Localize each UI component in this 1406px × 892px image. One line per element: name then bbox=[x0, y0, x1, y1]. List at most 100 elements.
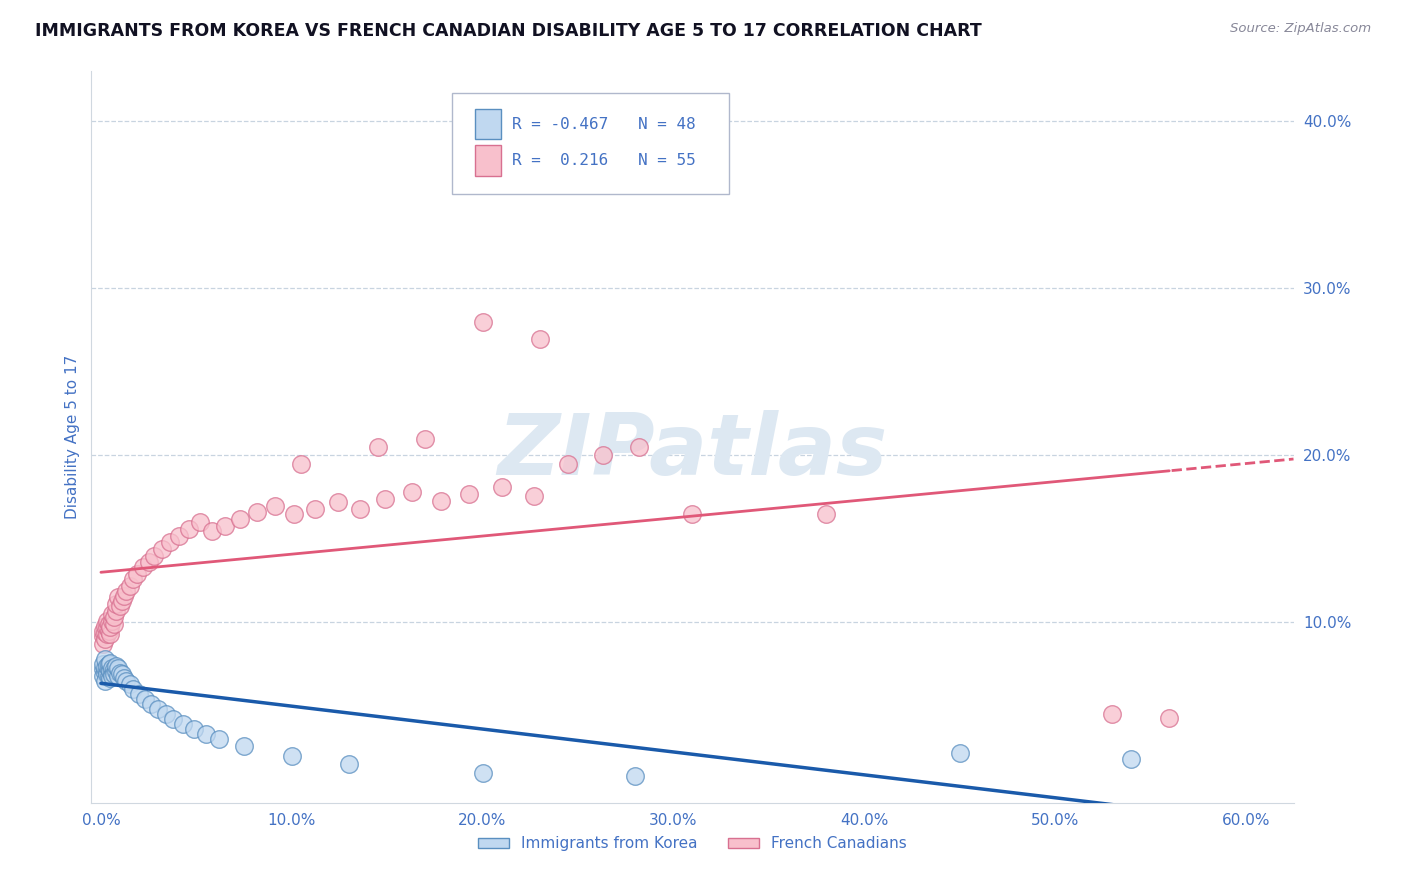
Point bbox=[93, 660, 115, 674]
Point bbox=[114, 673, 136, 688]
Text: IMMIGRANTS FROM KOREA VS FRENCH CANADIAN DISABILITY AGE 5 TO 17 CORRELATION CHAR: IMMIGRANTS FROM KOREA VS FRENCH CANADIAN… bbox=[35, 22, 981, 40]
Point bbox=[105, 604, 128, 618]
Point bbox=[188, 515, 211, 529]
Point bbox=[93, 673, 115, 688]
Point bbox=[367, 440, 389, 454]
Point bbox=[93, 632, 115, 647]
Point bbox=[304, 502, 326, 516]
Point bbox=[105, 597, 128, 611]
Point bbox=[91, 624, 114, 638]
Point bbox=[208, 732, 231, 747]
Point bbox=[101, 614, 124, 628]
Point bbox=[471, 765, 494, 780]
Point bbox=[101, 660, 124, 674]
Point bbox=[97, 662, 120, 676]
Point bbox=[100, 620, 122, 634]
Point bbox=[150, 541, 173, 556]
Point bbox=[139, 698, 162, 712]
Point bbox=[529, 332, 551, 346]
Point bbox=[118, 677, 141, 691]
Point bbox=[326, 495, 349, 509]
Point bbox=[491, 480, 513, 494]
Point bbox=[91, 669, 114, 683]
FancyBboxPatch shape bbox=[451, 94, 728, 194]
Text: R =  0.216: R = 0.216 bbox=[512, 153, 609, 168]
Y-axis label: Disability Age 5 to 17: Disability Age 5 to 17 bbox=[65, 355, 80, 519]
Point bbox=[349, 502, 371, 516]
Point bbox=[105, 664, 128, 678]
Point bbox=[815, 507, 838, 521]
Point bbox=[103, 667, 125, 681]
Point bbox=[1101, 707, 1123, 722]
Point bbox=[91, 662, 114, 676]
Point bbox=[101, 665, 124, 680]
Point bbox=[97, 617, 120, 632]
Point bbox=[283, 507, 305, 521]
Text: N = 48: N = 48 bbox=[638, 117, 696, 131]
Point bbox=[101, 607, 124, 621]
Point bbox=[374, 491, 396, 506]
Point bbox=[146, 702, 169, 716]
Point bbox=[103, 610, 125, 624]
Point bbox=[122, 682, 145, 697]
Point bbox=[557, 457, 579, 471]
Text: N = 55: N = 55 bbox=[638, 153, 696, 168]
Point bbox=[107, 660, 129, 674]
Text: ZIPatlas: ZIPatlas bbox=[498, 410, 887, 493]
Point bbox=[107, 591, 129, 605]
Point bbox=[97, 669, 120, 683]
FancyBboxPatch shape bbox=[475, 145, 502, 176]
Point bbox=[624, 769, 647, 783]
Point bbox=[132, 560, 155, 574]
Point bbox=[93, 665, 115, 680]
Point bbox=[96, 664, 118, 678]
Point bbox=[100, 664, 122, 678]
Point bbox=[134, 692, 156, 706]
Point bbox=[97, 624, 120, 638]
Point bbox=[229, 512, 252, 526]
Point bbox=[103, 662, 125, 676]
Point bbox=[167, 528, 190, 542]
Point bbox=[681, 507, 703, 521]
Point bbox=[122, 572, 145, 586]
Point bbox=[429, 493, 451, 508]
Point bbox=[337, 757, 360, 772]
Point bbox=[112, 671, 135, 685]
Point bbox=[138, 555, 160, 569]
Point bbox=[128, 687, 150, 701]
Point bbox=[143, 549, 166, 563]
Point bbox=[100, 627, 122, 641]
Point bbox=[523, 489, 546, 503]
Point bbox=[162, 712, 184, 726]
Point bbox=[96, 627, 118, 641]
Point bbox=[233, 739, 256, 753]
Point bbox=[111, 667, 134, 681]
Point bbox=[96, 658, 118, 673]
Point bbox=[290, 457, 312, 471]
Point bbox=[1121, 752, 1143, 766]
Point bbox=[91, 637, 114, 651]
Point bbox=[201, 524, 224, 538]
Point bbox=[458, 487, 481, 501]
Point bbox=[281, 749, 304, 764]
Point bbox=[112, 589, 135, 603]
Point bbox=[91, 629, 114, 643]
Point bbox=[127, 567, 149, 582]
Text: R = -0.467: R = -0.467 bbox=[512, 117, 609, 131]
Point bbox=[159, 535, 181, 549]
Legend: Immigrants from Korea, French Canadians: Immigrants from Korea, French Canadians bbox=[472, 830, 912, 857]
Point bbox=[263, 499, 285, 513]
Point bbox=[96, 614, 118, 628]
Point bbox=[471, 315, 494, 329]
Point bbox=[118, 579, 141, 593]
Point bbox=[592, 449, 614, 463]
Point bbox=[91, 657, 114, 672]
Point bbox=[183, 723, 205, 737]
Point bbox=[100, 671, 122, 685]
Point bbox=[96, 667, 118, 681]
Point bbox=[97, 657, 120, 672]
Point bbox=[114, 583, 136, 598]
Point bbox=[96, 620, 118, 634]
Point bbox=[103, 617, 125, 632]
Point bbox=[111, 593, 134, 607]
